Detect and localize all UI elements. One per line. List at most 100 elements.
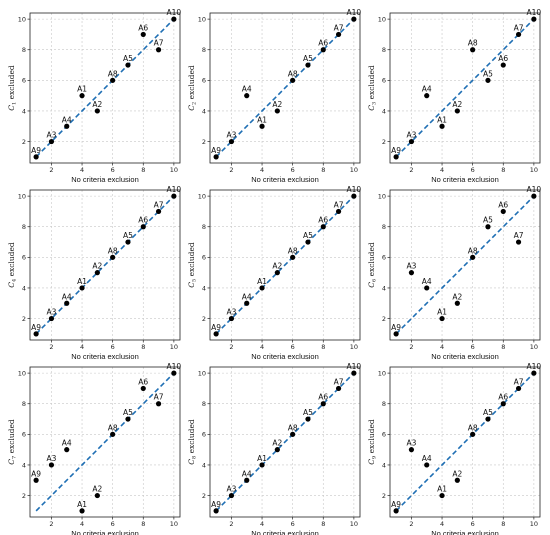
- point-a4: [424, 93, 430, 99]
- point-a9: [393, 154, 399, 160]
- point-label-a9: A9: [391, 146, 401, 155]
- point-a7: [515, 385, 522, 392]
- y-tick-label: 10: [378, 369, 386, 377]
- reference-line: [395, 372, 535, 512]
- y-tick-label: 10: [378, 192, 386, 200]
- x-axis-label: No criteria exclusion: [431, 175, 499, 184]
- point-a1: [79, 508, 85, 514]
- point-label-a4: A4: [422, 85, 432, 94]
- y-tick-label: 2: [202, 315, 206, 323]
- x-tick-label: 2: [49, 520, 53, 528]
- x-tick-label: 2: [409, 343, 413, 351]
- x-tick-label: 6: [111, 520, 115, 528]
- point-a1: [259, 462, 265, 468]
- point-a10: [171, 193, 177, 199]
- x-tick-label: 10: [170, 166, 178, 174]
- point-label-a10: A10: [347, 185, 362, 194]
- x-tick-label: 8: [501, 520, 505, 528]
- x-tick-label: 10: [170, 520, 178, 528]
- y-tick-label: 8: [382, 223, 386, 231]
- point-a3: [48, 462, 55, 468]
- point-label-a4: A4: [62, 292, 72, 301]
- point-a3: [48, 138, 55, 145]
- x-tick-label: 8: [321, 166, 325, 174]
- point-label-a10: A10: [167, 8, 182, 17]
- point-label-a5: A5: [303, 408, 313, 417]
- point-a5: [125, 239, 131, 245]
- subplot-9: 2 4 6 8 10 2 4 6 8 10 No criteria exclusion C9 excl…: [367, 362, 541, 535]
- plot-frame: [29, 366, 181, 518]
- y-tick-label: 6: [22, 77, 26, 85]
- point-a4: [64, 300, 70, 306]
- y-tick-label: 2: [22, 492, 26, 500]
- y-tick-label: 2: [202, 138, 206, 146]
- x-tick-label: 6: [471, 343, 475, 351]
- point-label-a10: A10: [347, 8, 362, 17]
- y-tick-label: 2: [382, 138, 386, 146]
- x-tick-label: 10: [350, 166, 358, 174]
- plot-frame: [29, 12, 181, 164]
- point-a6: [320, 47, 326, 53]
- x-tick-label: 4: [440, 520, 444, 528]
- point-a3: [408, 138, 415, 145]
- subplot-8: 2 4 6 8 10 2 4 6 8 10 No criteria exclusion C8 excl…: [187, 362, 361, 535]
- plot-frame: [209, 366, 361, 518]
- point-label-a7: A7: [514, 231, 524, 240]
- point-a5: [305, 62, 311, 68]
- reference-line: [395, 195, 535, 335]
- point-a2: [94, 270, 100, 276]
- point-label-a5: A5: [483, 69, 493, 78]
- point-label-a1: A1: [77, 500, 87, 509]
- point-a5: [125, 416, 131, 422]
- y-tick-label: 6: [202, 431, 206, 439]
- point-a7: [155, 47, 162, 53]
- point-a2: [274, 270, 280, 276]
- point-a6: [500, 401, 506, 407]
- point-a4: [244, 300, 250, 306]
- point-a9: [213, 331, 219, 337]
- point-a4: [64, 447, 70, 453]
- point-label-a4: A4: [242, 469, 252, 478]
- point-a9: [213, 154, 219, 160]
- point-label-a7: A7: [514, 23, 524, 32]
- point-a1: [439, 492, 445, 499]
- point-a6: [140, 385, 146, 392]
- point-label-a3: A3: [226, 131, 236, 140]
- point-label-a3: A3: [406, 262, 416, 271]
- reference-line: [215, 195, 355, 335]
- point-label-a4: A4: [62, 439, 72, 448]
- point-a4: [64, 123, 70, 129]
- y-tick-label: 2: [22, 138, 26, 146]
- point-label-a7: A7: [334, 200, 344, 209]
- point-label-a4: A4: [62, 115, 72, 124]
- point-label-a8: A8: [468, 39, 478, 48]
- point-label-a6: A6: [498, 54, 508, 63]
- point-label-a2: A2: [92, 100, 102, 109]
- point-label-a5: A5: [123, 231, 133, 240]
- y-tick-label: 4: [22, 284, 26, 292]
- point-a3: [228, 138, 235, 145]
- y-tick-label: 6: [22, 254, 26, 262]
- point-label-a8: A8: [108, 69, 118, 78]
- subplot-1: 2 4 6 8 10 2 4 6 8 10 No criteria exclusion C1 excl…: [7, 8, 181, 184]
- y-tick-label: 4: [202, 107, 206, 115]
- y-tick-label: 6: [382, 431, 386, 439]
- point-a5: [485, 416, 491, 422]
- x-axis-label: No criteria exclusion: [431, 352, 499, 361]
- point-a8: [290, 77, 296, 83]
- point-a7: [335, 385, 342, 392]
- point-label-a8: A8: [108, 246, 118, 255]
- point-label-a5: A5: [483, 216, 493, 225]
- point-a3: [408, 447, 415, 453]
- point-a10: [531, 370, 537, 376]
- point-label-a9: A9: [211, 500, 221, 509]
- y-tick-label: 10: [198, 192, 206, 200]
- point-a10: [531, 16, 537, 22]
- x-tick-label: 10: [170, 343, 178, 351]
- x-tick-label: 10: [530, 520, 538, 528]
- point-label-a6: A6: [318, 216, 328, 225]
- point-label-a9: A9: [391, 500, 401, 509]
- y-tick-label: 2: [22, 315, 26, 323]
- y-tick-label: 8: [202, 46, 206, 54]
- point-a6: [320, 224, 326, 230]
